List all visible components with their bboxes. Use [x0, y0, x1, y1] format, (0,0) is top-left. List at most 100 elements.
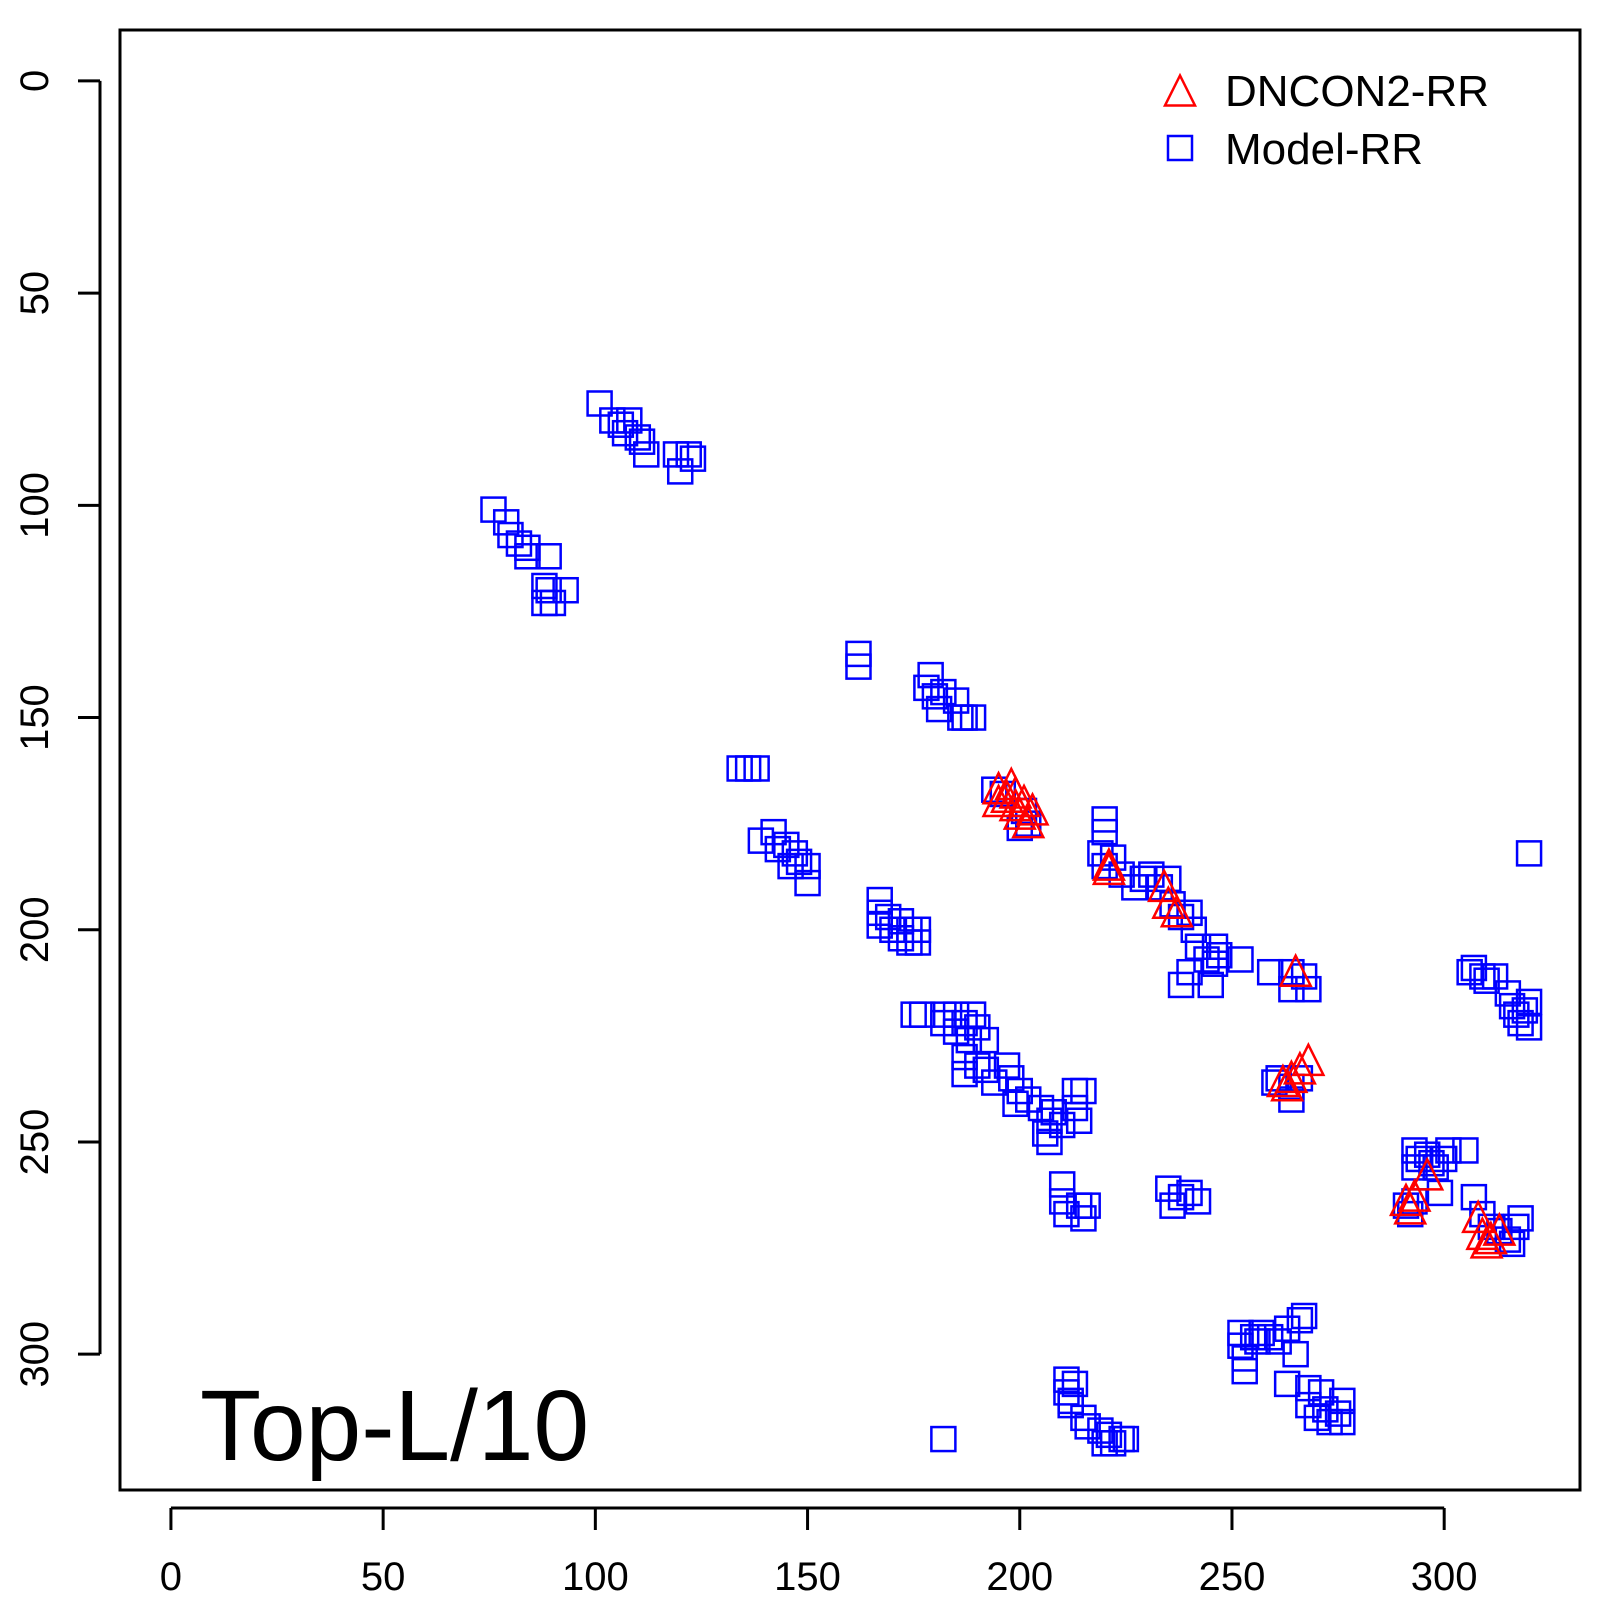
model-rr-point	[1239, 1323, 1267, 1351]
legend-dncon2-rr-marker	[1162, 72, 1198, 107]
dncon2-rr-point	[1291, 1042, 1326, 1077]
model-rr-point	[1286, 1306, 1314, 1334]
model-rr-point	[1329, 1408, 1356, 1436]
dncon2-rr-point	[981, 783, 1016, 818]
dncon2-rr-point	[1091, 851, 1126, 886]
model-rr-point	[1248, 1319, 1275, 1347]
model-rr-point	[535, 543, 562, 570]
model-rr-point	[514, 543, 541, 570]
dncon2-rr-point	[1270, 1067, 1305, 1102]
legend-model-rr-marker	[1166, 134, 1194, 162]
dncon2-rr-point	[1282, 1050, 1317, 1085]
model-rr-point	[531, 572, 558, 600]
dncon2-rr-point	[1159, 893, 1194, 928]
model-rr-point	[1205, 941, 1233, 969]
model-rr-point	[1061, 1370, 1089, 1398]
model-rr-point	[972, 1026, 1000, 1054]
dncon2-rr-point	[1151, 885, 1186, 920]
x-tick-label: 250	[1199, 1555, 1266, 1599]
model-rr-point	[1282, 1340, 1309, 1368]
model-rr-point	[1460, 1183, 1488, 1211]
model-rr-point	[1515, 840, 1543, 867]
model-rr-point	[794, 852, 821, 880]
model-rr-point	[743, 755, 770, 782]
legend: DNCON2-RR Model-RR	[1162, 67, 1489, 174]
model-rr-point	[908, 1001, 936, 1028]
model-rr-point	[1197, 971, 1225, 999]
model-rr-point	[887, 925, 915, 952]
model-rr-point	[1507, 1205, 1534, 1232]
model-rr-point	[1176, 1179, 1203, 1207]
model-rr-point	[1329, 1387, 1356, 1415]
model-rr-point	[1031, 1120, 1059, 1147]
model-rr-point	[1176, 899, 1203, 927]
model-rr-point	[1273, 1370, 1301, 1398]
dncon2-rr-point	[1473, 1220, 1508, 1255]
model-rr-point	[1426, 1179, 1454, 1207]
y-tick-label: 300	[13, 1321, 57, 1388]
x-tick-label: 200	[986, 1555, 1053, 1599]
dncon2-rr-point	[1278, 952, 1313, 987]
model-rr-point	[794, 869, 821, 897]
dncon2-rr-point	[990, 778, 1025, 813]
model-rr-point	[887, 908, 915, 935]
y-tick-label: 50	[13, 271, 57, 316]
model-rr-point	[1231, 1357, 1258, 1385]
model-rr-point	[904, 929, 932, 956]
dncon2-rr-point	[1469, 1224, 1504, 1259]
model-rr-point	[1392, 1192, 1420, 1219]
dncon2-rr-point	[998, 774, 1033, 809]
dncon2-rr-point	[1461, 1199, 1496, 1234]
model-rr-point	[1184, 1188, 1212, 1215]
model-rr-point	[1256, 958, 1284, 986]
model-rr-point	[845, 653, 872, 680]
model-rr-point	[726, 755, 753, 782]
annotation-label: Top-L/10	[200, 1370, 589, 1482]
model-rr-point	[1129, 865, 1157, 893]
model-rr-point	[1515, 988, 1543, 1016]
model-rr-point	[964, 1052, 991, 1079]
model-rr-point	[1048, 1171, 1076, 1198]
model-rr-point	[1430, 1145, 1458, 1173]
dncon2-rr-point	[1410, 1156, 1445, 1191]
x-tick-label: 50	[361, 1555, 406, 1599]
model-rr-point	[1307, 1379, 1335, 1406]
model-rr-point	[552, 576, 579, 604]
model-rr-point	[959, 704, 987, 731]
model-rr-point	[1256, 1323, 1284, 1351]
x-tick-label: 100	[562, 1555, 629, 1599]
model-rr-point	[942, 687, 970, 714]
model-rr-point	[1511, 997, 1539, 1024]
y-tick-label: 250	[13, 1109, 57, 1176]
dncon2-rr-point	[1388, 1182, 1424, 1217]
model-rr-point	[785, 848, 813, 876]
model-rr-point	[777, 852, 804, 880]
dncon2-rr-point	[1011, 804, 1046, 839]
model-rr-point	[535, 576, 562, 604]
series-square	[480, 390, 1543, 1457]
dncon2-rr-point	[981, 770, 1016, 805]
model-rr-point	[1167, 1183, 1195, 1211]
dncon2-rr-point	[1091, 846, 1126, 881]
dncon2-rr-point	[1147, 868, 1182, 903]
model-rr-point	[1201, 950, 1229, 977]
plot-frame	[118, 28, 1582, 1492]
model-rr-point	[1180, 916, 1208, 944]
model-rr-point	[930, 1425, 957, 1453]
dncon2-rr-point	[1015, 791, 1050, 826]
legend-label: DNCON2-RR	[1225, 67, 1489, 116]
y-tick-label: 0	[13, 70, 57, 92]
model-rr-point	[624, 424, 652, 451]
model-rr-point	[675, 441, 702, 468]
model-rr-point	[1201, 933, 1229, 960]
y-tick-label: 200	[13, 896, 57, 963]
model-rr-point	[1295, 975, 1322, 1003]
model-rr-point	[925, 695, 953, 723]
model-rr-point	[1452, 1137, 1479, 1164]
x-tick-label: 300	[1411, 1555, 1478, 1599]
dncon2-rr-point	[1265, 1063, 1300, 1098]
model-rr-point	[1290, 1302, 1318, 1330]
y-tick-label: 150	[13, 684, 57, 751]
